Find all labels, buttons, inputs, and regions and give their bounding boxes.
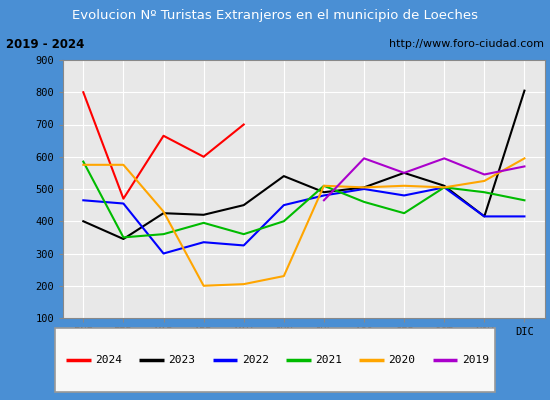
Text: 2024: 2024 (95, 355, 122, 365)
Text: 2023: 2023 (168, 355, 195, 365)
Text: http://www.foro-ciudad.com: http://www.foro-ciudad.com (389, 39, 544, 49)
Text: 2019: 2019 (462, 355, 489, 365)
Text: Evolucion Nº Turistas Extranjeros en el municipio de Loeches: Evolucion Nº Turistas Extranjeros en el … (72, 8, 478, 22)
Text: 2020: 2020 (388, 355, 415, 365)
Text: 2019 - 2024: 2019 - 2024 (6, 38, 84, 50)
Text: 2022: 2022 (242, 355, 269, 365)
Text: 2021: 2021 (315, 355, 342, 365)
FancyBboxPatch shape (55, 328, 495, 392)
